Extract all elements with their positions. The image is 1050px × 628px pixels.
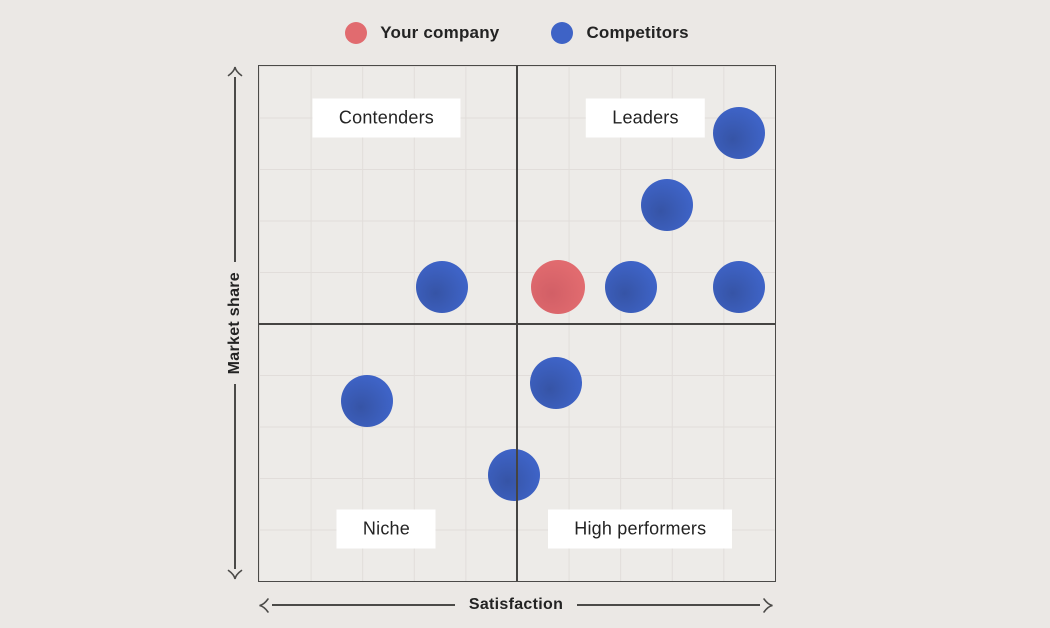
quadrant-label-leaders: Leaders [586, 98, 705, 138]
legend-label-competitors: Competitors [586, 23, 689, 42]
quadrant-divider-horizontal [259, 322, 775, 325]
arrowhead-up-icon [227, 66, 243, 77]
arrowhead-left-icon [259, 597, 269, 613]
data-point-your-company[interactable] [531, 260, 586, 315]
arrowhead-right-icon [763, 597, 773, 613]
x-axis-line-left [272, 604, 455, 606]
legend-item-your-company: Your company [345, 22, 499, 44]
legend-label-your-company: Your company [380, 23, 500, 42]
data-point-competitor[interactable] [640, 179, 693, 232]
x-axis-label: Satisfaction [468, 596, 564, 613]
y-axis-line-bottom [234, 384, 236, 570]
legend: Your company Competitors [258, 18, 776, 48]
quadrant-label-contenders: Contenders [312, 98, 460, 138]
competitors-dot-icon [551, 22, 574, 44]
x-axis: Satisfaction [256, 595, 776, 615]
data-point-competitor[interactable] [712, 106, 765, 159]
y-axis-label: Market share [226, 271, 243, 375]
quadrant-label-high-performers: High performers [548, 509, 733, 549]
legend-item-competitors: Competitors [551, 22, 689, 44]
data-point-competitor[interactable] [341, 374, 394, 427]
quadrant-label-niche: Niche [336, 509, 436, 549]
data-point-competitor[interactable] [712, 261, 765, 314]
data-point-competitor[interactable] [488, 449, 541, 502]
y-axis: Market share [226, 66, 244, 580]
x-axis-line-right [577, 604, 761, 606]
data-point-competitor[interactable] [416, 261, 469, 314]
data-point-competitor[interactable] [604, 261, 657, 314]
plot-area: Contenders Leaders Niche High performers [258, 65, 776, 582]
your-company-dot-icon [345, 22, 368, 44]
y-axis-line-top [234, 77, 236, 262]
data-point-competitor[interactable] [529, 356, 582, 409]
arrowhead-down-icon [227, 569, 243, 580]
